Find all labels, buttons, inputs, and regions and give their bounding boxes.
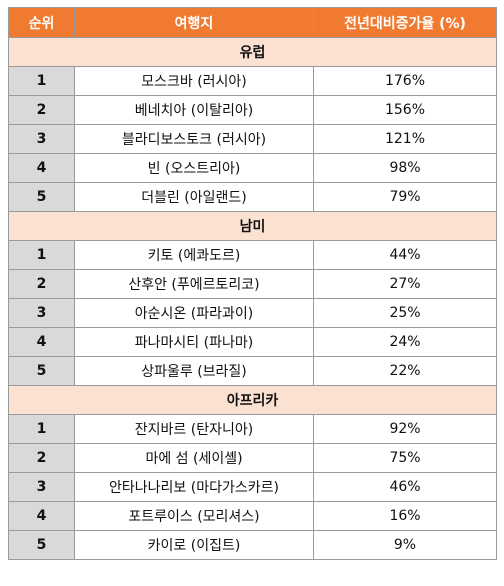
destination-cell: 빈 (오스트리아) [74,153,314,183]
destination-cell: 마에 섬 (세이셸) [74,443,314,473]
growth-cell: 92% [313,414,497,444]
table-row: 3 블라디보스토크 (러시아) 121% [8,124,497,154]
table-row: 5 카이로 (이집트) 9% [8,530,497,560]
growth-cell: 156% [313,95,497,125]
rank-cell: 4 [8,501,75,531]
growth-cell: 22% [313,356,497,386]
rank-cell: 1 [8,66,75,96]
rank-cell: 3 [8,124,75,154]
table-row: 2 산후안 (푸에르토리코) 27% [8,269,497,299]
table-row: 5 상파울루 (브라질) 22% [8,356,497,386]
header-destination: 여행지 [74,7,314,38]
header-rank: 순위 [8,7,75,38]
region-label: 남미 [8,211,497,241]
growth-cell: 176% [313,66,497,96]
table-row: 3 아순시온 (파라과이) 25% [8,298,497,328]
rank-cell: 5 [8,530,75,560]
growth-cell: 27% [313,269,497,299]
growth-cell: 44% [313,240,497,270]
growth-cell: 24% [313,327,497,357]
destination-cell: 파나마시티 (파나마) [74,327,314,357]
rank-cell: 5 [8,356,75,386]
destination-cell: 베네치아 (이탈리아) [74,95,314,125]
growth-cell: 46% [313,472,497,502]
table-row: 2 마에 섬 (세이셸) 75% [8,443,497,473]
rank-cell: 3 [8,472,75,502]
destination-cell: 아순시온 (파라과이) [74,298,314,328]
table-row: 5 더블린 (아일랜드) 79% [8,182,497,212]
destination-cell: 카이로 (이집트) [74,530,314,560]
destination-cell: 모스크바 (러시아) [74,66,314,96]
rank-cell: 2 [8,269,75,299]
destination-cell: 상파울루 (브라질) [74,356,314,386]
region-row-south-america: 남미 [8,211,497,241]
growth-cell: 75% [313,443,497,473]
table-row: 4 포트루이스 (모리셔스) 16% [8,501,497,531]
region-label: 유럽 [8,37,497,67]
rank-cell: 1 [8,414,75,444]
header-row: 순위 여행지 전년대비증가율 (%) [8,7,497,38]
table-row: 1 키토 (에콰도르) 44% [8,240,497,270]
destination-cell: 더블린 (아일랜드) [74,182,314,212]
table-row: 2 베네치아 (이탈리아) 156% [8,95,497,125]
table-row: 1 모스크바 (러시아) 176% [8,66,497,96]
table-row: 1 잔지바르 (탄자니아) 92% [8,414,497,444]
table-row: 4 파나마시티 (파나마) 24% [8,327,497,357]
growth-cell: 16% [313,501,497,531]
rank-cell: 5 [8,182,75,212]
growth-cell: 25% [313,298,497,328]
destination-cell: 안타나나리보 (마다가스카르) [74,472,314,502]
growth-cell: 98% [313,153,497,183]
table-row: 3 안타나나리보 (마다가스카르) 46% [8,472,497,502]
rank-cell: 4 [8,327,75,357]
table-body: 유럽 1 모스크바 (러시아) 176% 2 베네치아 (이탈리아) 156% 3 블라디… [8,37,497,560]
destination-cell: 블라디보스토크 (러시아) [74,124,314,154]
region-label: 아프리카 [8,385,497,415]
rank-cell: 2 [8,443,75,473]
rank-cell: 4 [8,153,75,183]
destination-cell: 산후안 (푸에르토리코) [74,269,314,299]
destination-cell: 포트루이스 (모리셔스) [74,501,314,531]
destination-cell: 잔지바르 (탄자니아) [74,414,314,444]
rank-cell: 3 [8,298,75,328]
header-growth: 전년대비증가율 (%) [313,7,497,38]
region-row-africa: 아프리카 [8,385,497,415]
growth-cell: 79% [313,182,497,212]
growth-cell: 121% [313,124,497,154]
destination-cell: 키토 (에콰도르) [74,240,314,270]
rank-cell: 2 [8,95,75,125]
growth-cell: 9% [313,530,497,560]
region-row-europe: 유럽 [8,37,497,67]
rank-cell: 1 [8,240,75,270]
